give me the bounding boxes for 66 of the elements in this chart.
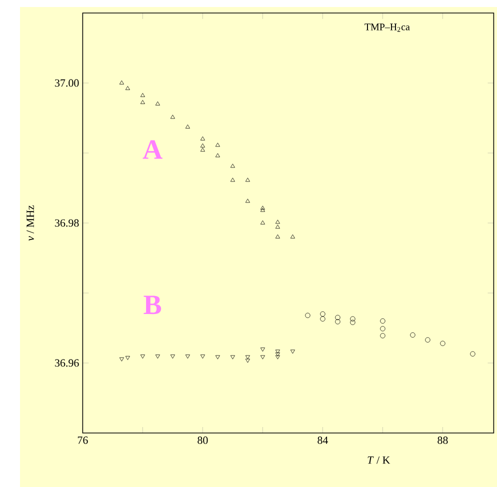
point [350,320,356,325]
point [275,352,280,356]
point [119,80,124,84]
point [320,316,326,322]
point [230,178,235,182]
y-tick-label: 36.98 [55,219,79,227]
point [245,355,250,360]
point [215,142,220,147]
point [260,355,265,360]
point [305,312,310,318]
point [290,234,295,238]
point [185,354,190,359]
point [245,178,250,182]
x-tick-label: 84 [318,436,328,444]
point [380,318,386,324]
point [260,220,265,224]
point [245,358,250,363]
point [260,206,265,210]
point [335,314,340,320]
point [380,333,386,338]
point [200,143,205,148]
y-axis-title: ν / MHz [26,205,34,241]
point [275,220,280,224]
point [170,354,175,359]
point [275,234,280,238]
point [230,164,235,168]
annotation: A [142,140,162,159]
point [215,153,220,158]
point [215,355,220,360]
point [470,351,476,356]
point [170,114,175,119]
point [200,136,205,140]
point [320,311,326,317]
point [380,326,386,332]
point [350,316,356,322]
point [140,354,145,359]
point [410,332,416,338]
point [245,198,250,203]
point [185,124,190,128]
point [155,101,160,106]
point [275,350,280,354]
point [440,340,446,346]
point [119,357,124,362]
point [335,319,340,324]
x-tick-label: 80 [198,436,208,444]
y-tick-label: 37.00 [55,79,79,87]
annotation: B [144,296,162,314]
point [260,208,265,212]
y-tick-label: 36.96 [55,359,79,367]
point [260,348,265,352]
annotation: TMP–H$_{2}$ca [364,24,410,32]
point [425,337,430,342]
x-axis-title: T / K [368,456,390,464]
point [275,224,280,229]
point [140,93,145,97]
x-tick-label: 88 [438,436,448,444]
point [275,355,280,360]
point [230,355,235,360]
x-tick-label: 76 [78,436,88,444]
point [125,356,130,360]
point [290,350,295,354]
point [155,354,160,359]
point [140,100,145,104]
point [200,148,205,152]
point [200,354,205,359]
point [125,86,130,90]
